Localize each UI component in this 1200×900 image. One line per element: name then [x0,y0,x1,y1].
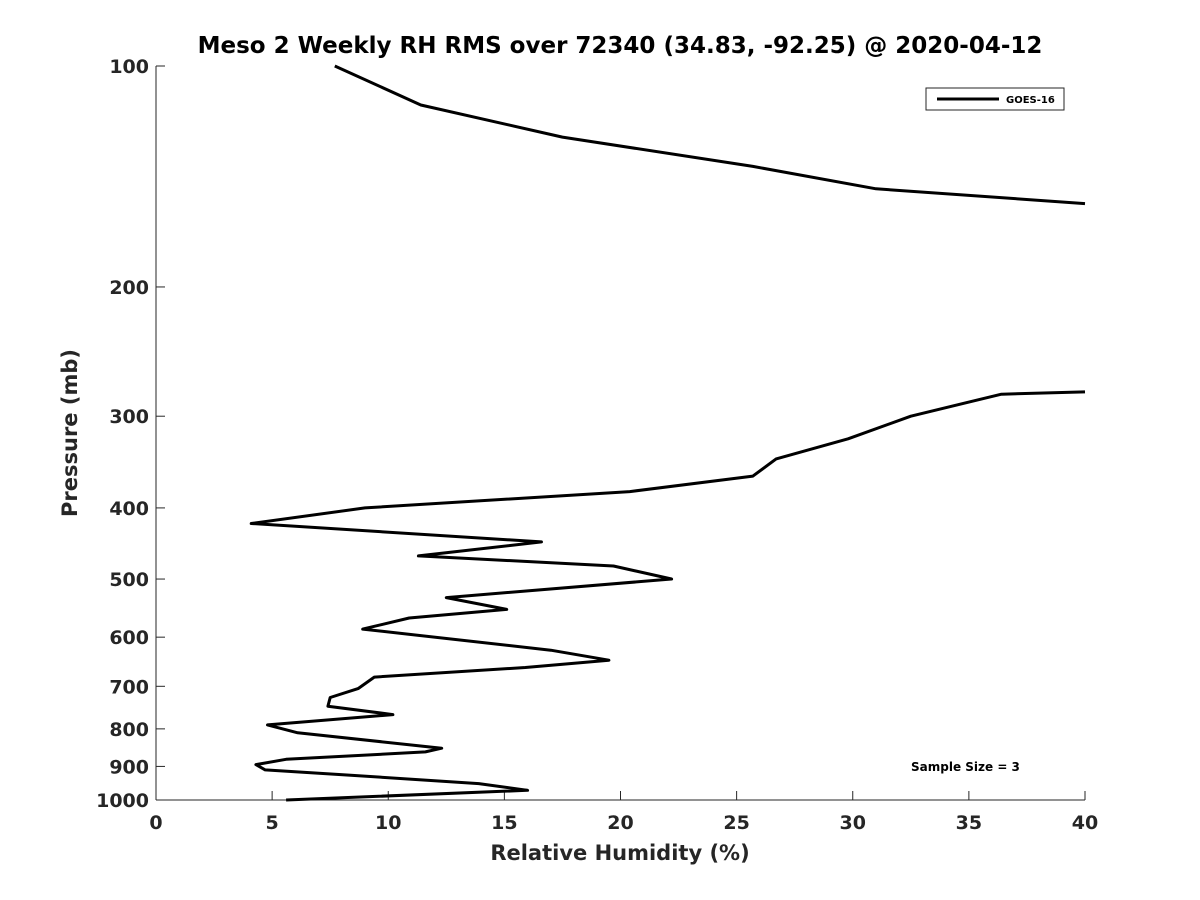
x-tick-label: 20 [607,812,633,834]
series-line-goes-16-upper [334,64,1086,206]
y-tick-label: 800 [109,719,149,741]
y-axis-ticks: 100 200 300 400 500 600 700 800 900 1000 [96,56,165,812]
sample-size-annotation: Sample Size = 3 [911,760,1020,774]
y-tick-label: 200 [109,277,149,299]
x-tick-label: 25 [723,812,749,834]
chart-title: Meso 2 Weekly RH RMS over 72340 (34.83, … [198,33,1043,59]
y-tick-label: 500 [109,569,149,591]
series-line-goes-16 [249,390,1086,802]
x-tick-label: 30 [840,812,866,834]
x-tick-label: 15 [491,812,517,834]
series-layer [249,64,1086,802]
y-tick-label: 300 [109,406,149,428]
y-tick-label: 400 [109,498,149,520]
x-tick-label: 10 [375,812,401,834]
y-tick-label: 600 [109,627,149,649]
x-tick-label: 40 [1072,812,1098,834]
y-tick-label: 700 [109,676,149,698]
legend: GOES-16 [925,87,1065,111]
y-axis-label: Pressure (mb) [58,349,82,517]
x-axis-label: Relative Humidity (%) [490,841,749,865]
x-tick-label: 0 [149,812,162,834]
y-tick-label: 100 [109,56,149,78]
legend-label-goes-16: GOES-16 [1006,95,1055,106]
y-tick-label: 1000 [96,790,149,812]
x-axis-ticks: 0 5 10 15 20 25 30 35 40 [149,791,1098,834]
y-tick-label: 900 [109,756,149,778]
x-tick-label: 5 [266,812,279,834]
x-tick-label: 35 [956,812,982,834]
